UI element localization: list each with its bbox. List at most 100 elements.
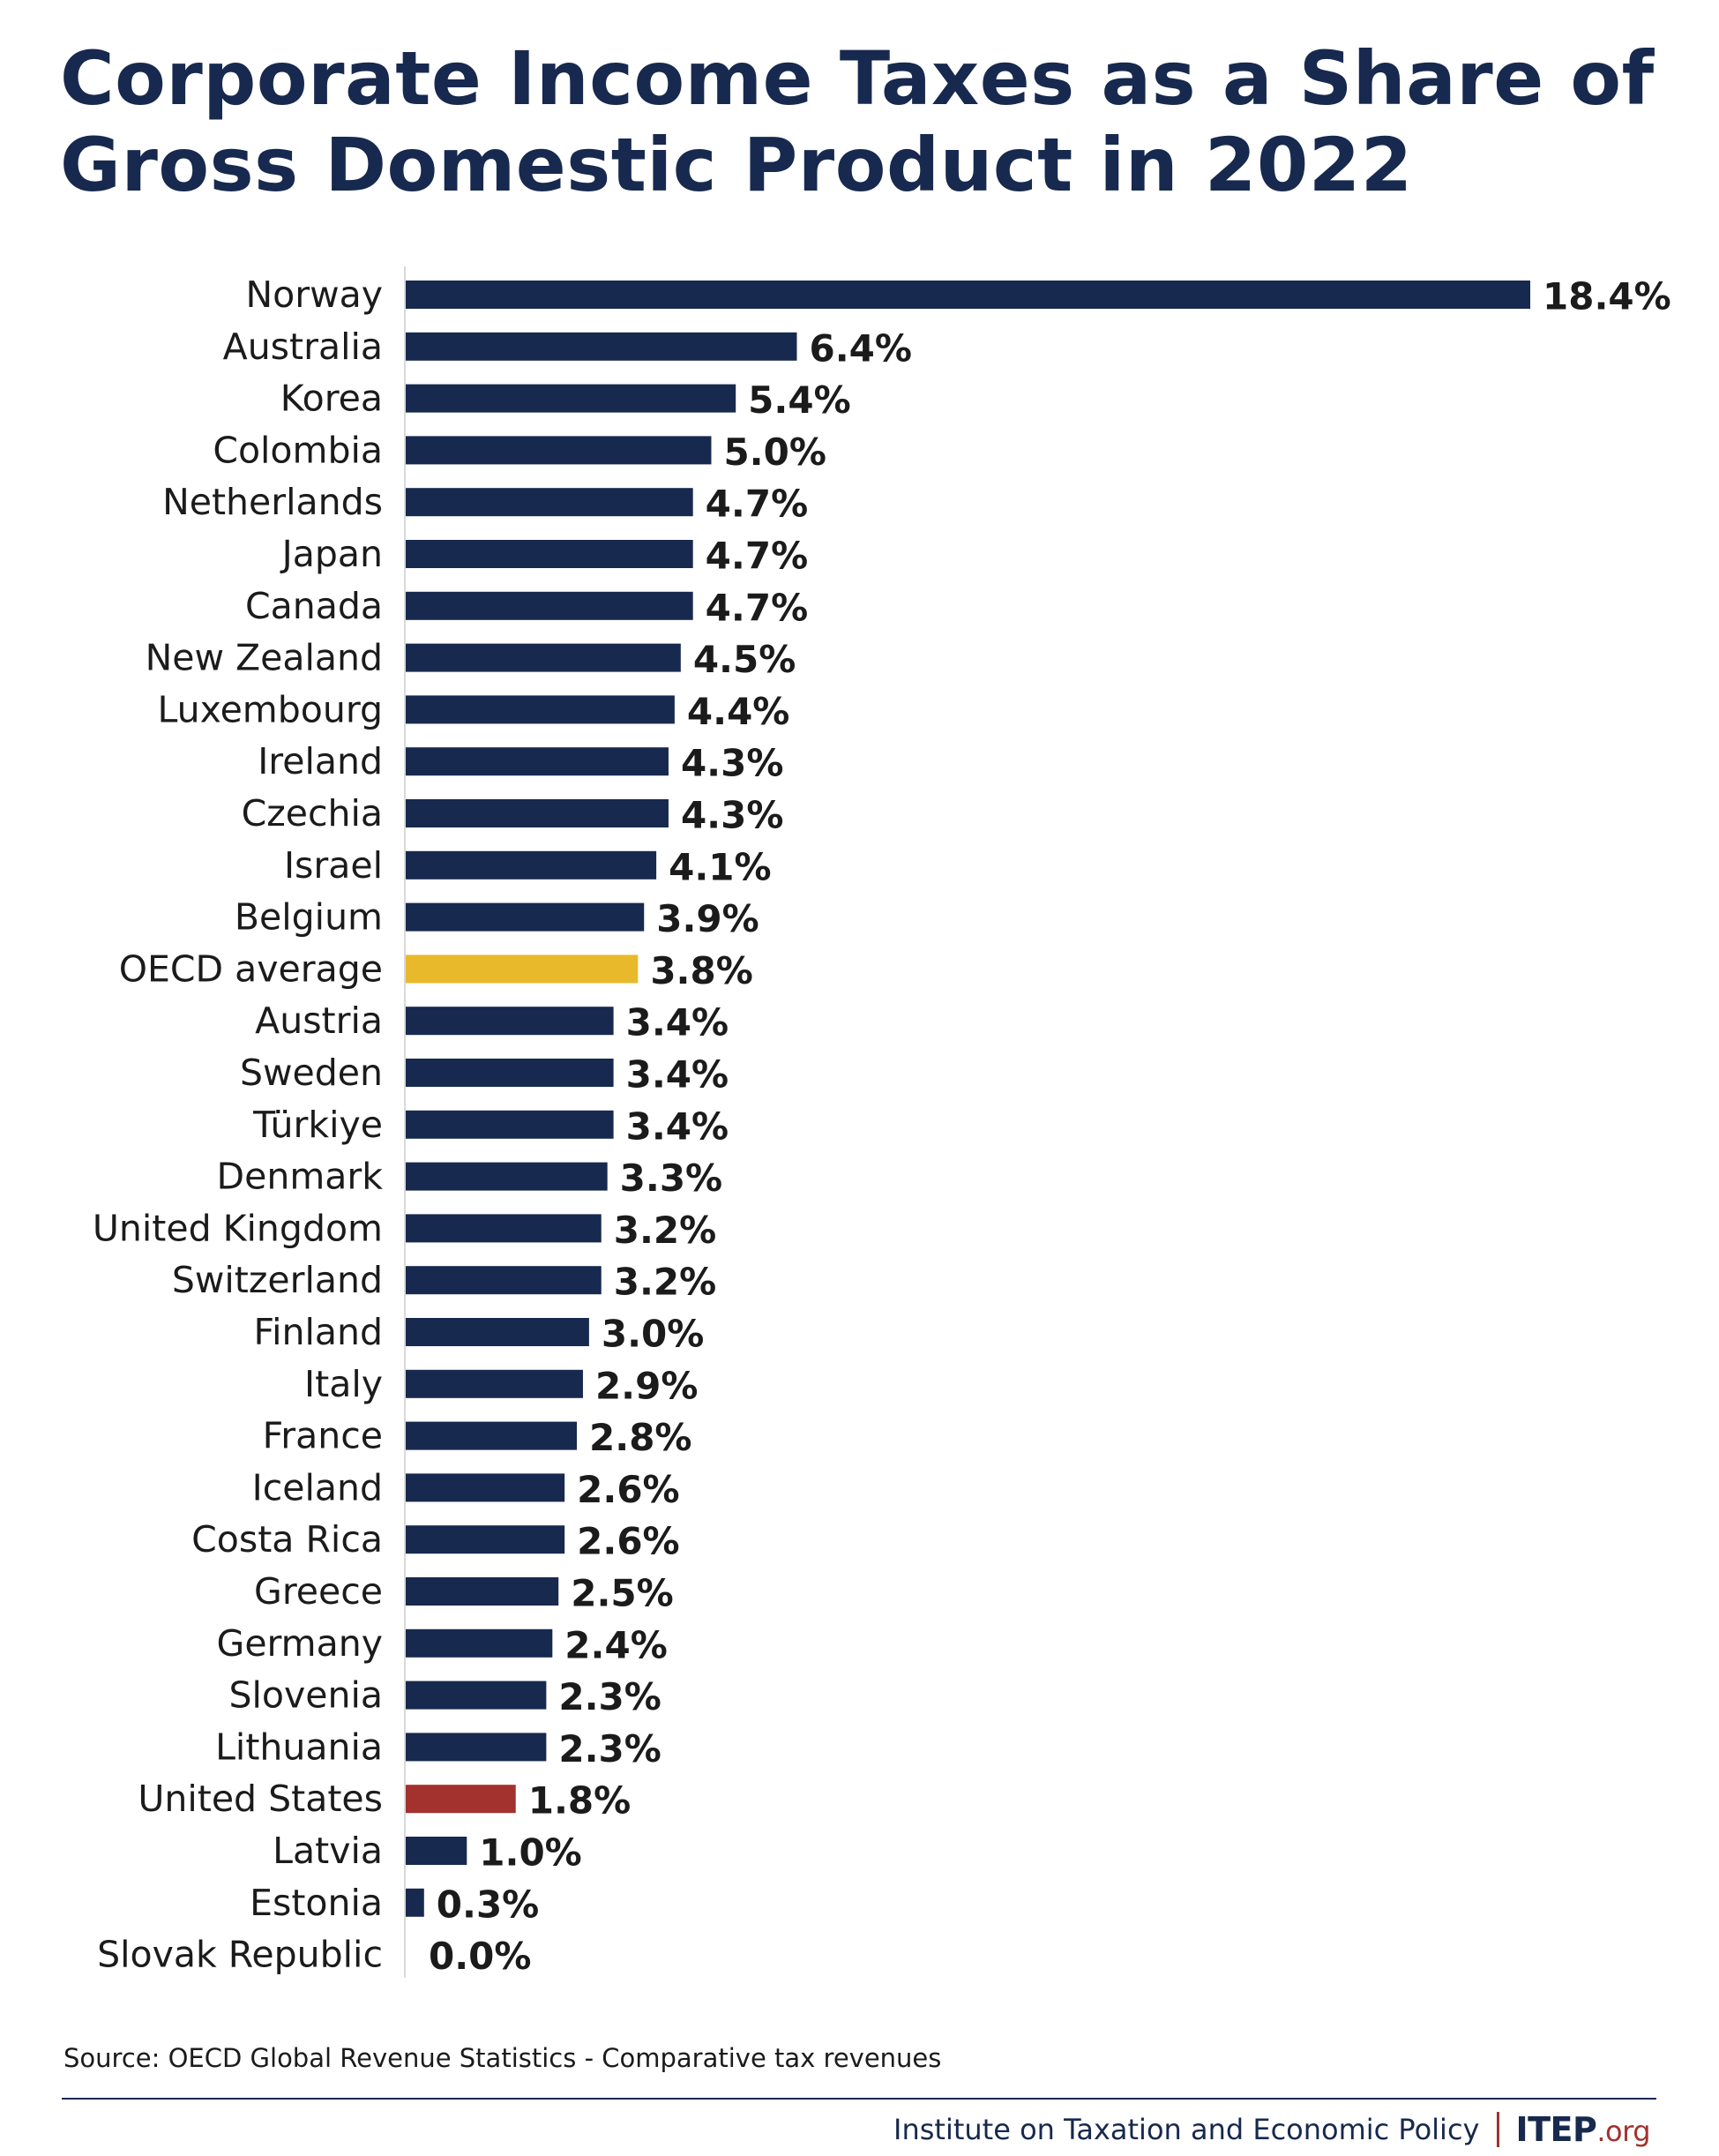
bar-finland [406, 1318, 589, 1346]
bar-netherlands [406, 488, 693, 517]
category-label-greece: Greece [254, 1570, 383, 1613]
value-label-latvia: 1.0% [479, 1831, 581, 1875]
category-label-united-kingdom: United Kingdom [93, 1207, 383, 1249]
value-label-australia: 6.4% [809, 326, 911, 370]
value-label-switzerland: 3.2% [614, 1261, 716, 1304]
bar-sweden [406, 1059, 614, 1087]
organization-name: Institute on Taxation and Economic Polic… [893, 2113, 1480, 2146]
bar-australia [406, 332, 797, 361]
category-label-belgium: Belgium [235, 896, 383, 939]
category-label-czechia: Czechia [242, 792, 383, 835]
footer-separator [1497, 2112, 1500, 2147]
bar-germany [406, 1628, 553, 1658]
value-label-turkiye: 3.4% [626, 1104, 729, 1148]
value-label-canada: 4.7% [706, 586, 808, 629]
bar-united-states [406, 1785, 516, 1814]
bar-switzerland [406, 1266, 602, 1295]
value-label-iceland: 2.6% [577, 1468, 679, 1511]
value-label-colombia: 5.0% [723, 430, 826, 474]
bar-belgium [406, 902, 645, 932]
bar-lithuania [406, 1733, 547, 1762]
category-label-italy: Italy [304, 1363, 383, 1405]
value-label-ireland: 4.3% [681, 742, 783, 785]
bar-czechia [406, 799, 669, 827]
value-label-lithuania: 2.3% [558, 1727, 661, 1770]
category-label-turkiye: Türkiye [252, 1104, 383, 1146]
bar-luxembourg [406, 695, 675, 724]
value-label-united-kingdom: 3.2% [614, 1209, 716, 1252]
category-label-iceland: Iceland [252, 1466, 383, 1508]
bar-greece [406, 1577, 559, 1606]
bar-japan [406, 540, 693, 568]
value-label-czechia: 4.3% [681, 794, 783, 837]
category-label-latvia: Latvia [273, 1830, 383, 1872]
category-label-oecd-average: OECD average [119, 947, 383, 990]
category-label-slovenia: Slovenia [229, 1674, 384, 1717]
logo-suffix: .org [1596, 2115, 1650, 2148]
chart-title: Corporate Income Taxes as a Share of Gro… [60, 35, 1655, 208]
category-label-new-zealand: New Zealand [146, 637, 383, 679]
bar-rows: Norway 18.4% Australia 6.4% Korea 5.4% Colombi… [93, 273, 1671, 1978]
value-label-belgium: 3.9% [656, 897, 759, 940]
category-label-denmark: Denmark [217, 1156, 384, 1198]
category-label-korea: Korea [280, 378, 383, 420]
value-label-sweden: 3.4% [626, 1053, 729, 1097]
logo-main: ITEP [1515, 2110, 1597, 2149]
category-label-lithuania: Lithuania [215, 1726, 383, 1768]
bar-latvia [406, 1837, 467, 1865]
bar-iceland [406, 1473, 565, 1502]
itep-logo[interactable]: ITEP.org [1515, 2110, 1650, 2149]
bar-turkiye [406, 1110, 614, 1139]
source-note: Source: OECD Global Revenue Statistics -… [64, 2043, 942, 2073]
bar-costa-rica [406, 1525, 565, 1554]
value-label-netherlands: 4.7% [706, 483, 808, 526]
category-label-colombia: Colombia [213, 429, 383, 471]
category-label-slovak-republic: Slovak Republic [97, 1934, 383, 1976]
value-label-austria: 3.4% [626, 1001, 729, 1044]
bar-ireland [406, 747, 669, 776]
category-label-ireland: Ireland [258, 740, 383, 782]
value-label-slovenia: 2.3% [558, 1675, 661, 1718]
bar-new-zealand [406, 643, 681, 672]
value-label-israel: 4.1% [669, 845, 771, 888]
category-label-norway: Norway [245, 273, 383, 316]
value-label-korea: 5.4% [748, 378, 850, 422]
value-label-japan: 4.7% [706, 535, 808, 578]
footer: Institute on Taxation and Economic Polic… [893, 2110, 1650, 2149]
category-label-netherlands: Netherlands [162, 481, 383, 523]
value-label-united-states: 1.8% [528, 1779, 631, 1823]
category-label-austria: Austria [255, 999, 383, 1042]
value-label-germany: 2.4% [564, 1623, 667, 1666]
bar-italy [406, 1369, 583, 1398]
bar-slovenia [406, 1681, 547, 1710]
value-label-greece: 2.5% [571, 1572, 673, 1615]
category-label-luxembourg: Luxembourg [157, 688, 383, 730]
category-label-israel: Israel [284, 844, 383, 887]
category-label-costa-rica: Costa Rica [191, 1518, 383, 1561]
value-label-estonia: 0.3% [437, 1883, 539, 1926]
bar-canada [406, 591, 693, 620]
value-label-new-zealand: 4.5% [693, 638, 796, 681]
value-label-finland: 3.0% [602, 1313, 704, 1356]
category-label-germany: Germany [217, 1622, 383, 1665]
category-label-australia: Australia [223, 326, 383, 368]
value-label-oecd-average: 3.8% [650, 949, 752, 992]
value-label-france: 2.8% [589, 1416, 691, 1459]
value-label-italy: 2.9% [595, 1364, 698, 1407]
category-label-united-states: United States [138, 1778, 383, 1820]
bar-denmark [406, 1162, 608, 1191]
value-label-luxembourg: 4.4% [687, 690, 789, 733]
category-label-canada: Canada [245, 585, 383, 627]
category-label-japan: Japan [280, 533, 383, 575]
category-label-switzerland: Switzerland [172, 1259, 383, 1301]
bar-france [406, 1421, 578, 1450]
bar-united-kingdom [406, 1214, 602, 1243]
category-label-finland: Finland [253, 1311, 383, 1353]
value-label-norway: 18.4% [1543, 275, 1671, 318]
category-label-sweden: Sweden [240, 1052, 383, 1094]
bar-austria [406, 1007, 614, 1036]
bar-oecd-average [406, 954, 639, 984]
bar-israel [406, 850, 657, 880]
bar-norway [406, 281, 1530, 309]
